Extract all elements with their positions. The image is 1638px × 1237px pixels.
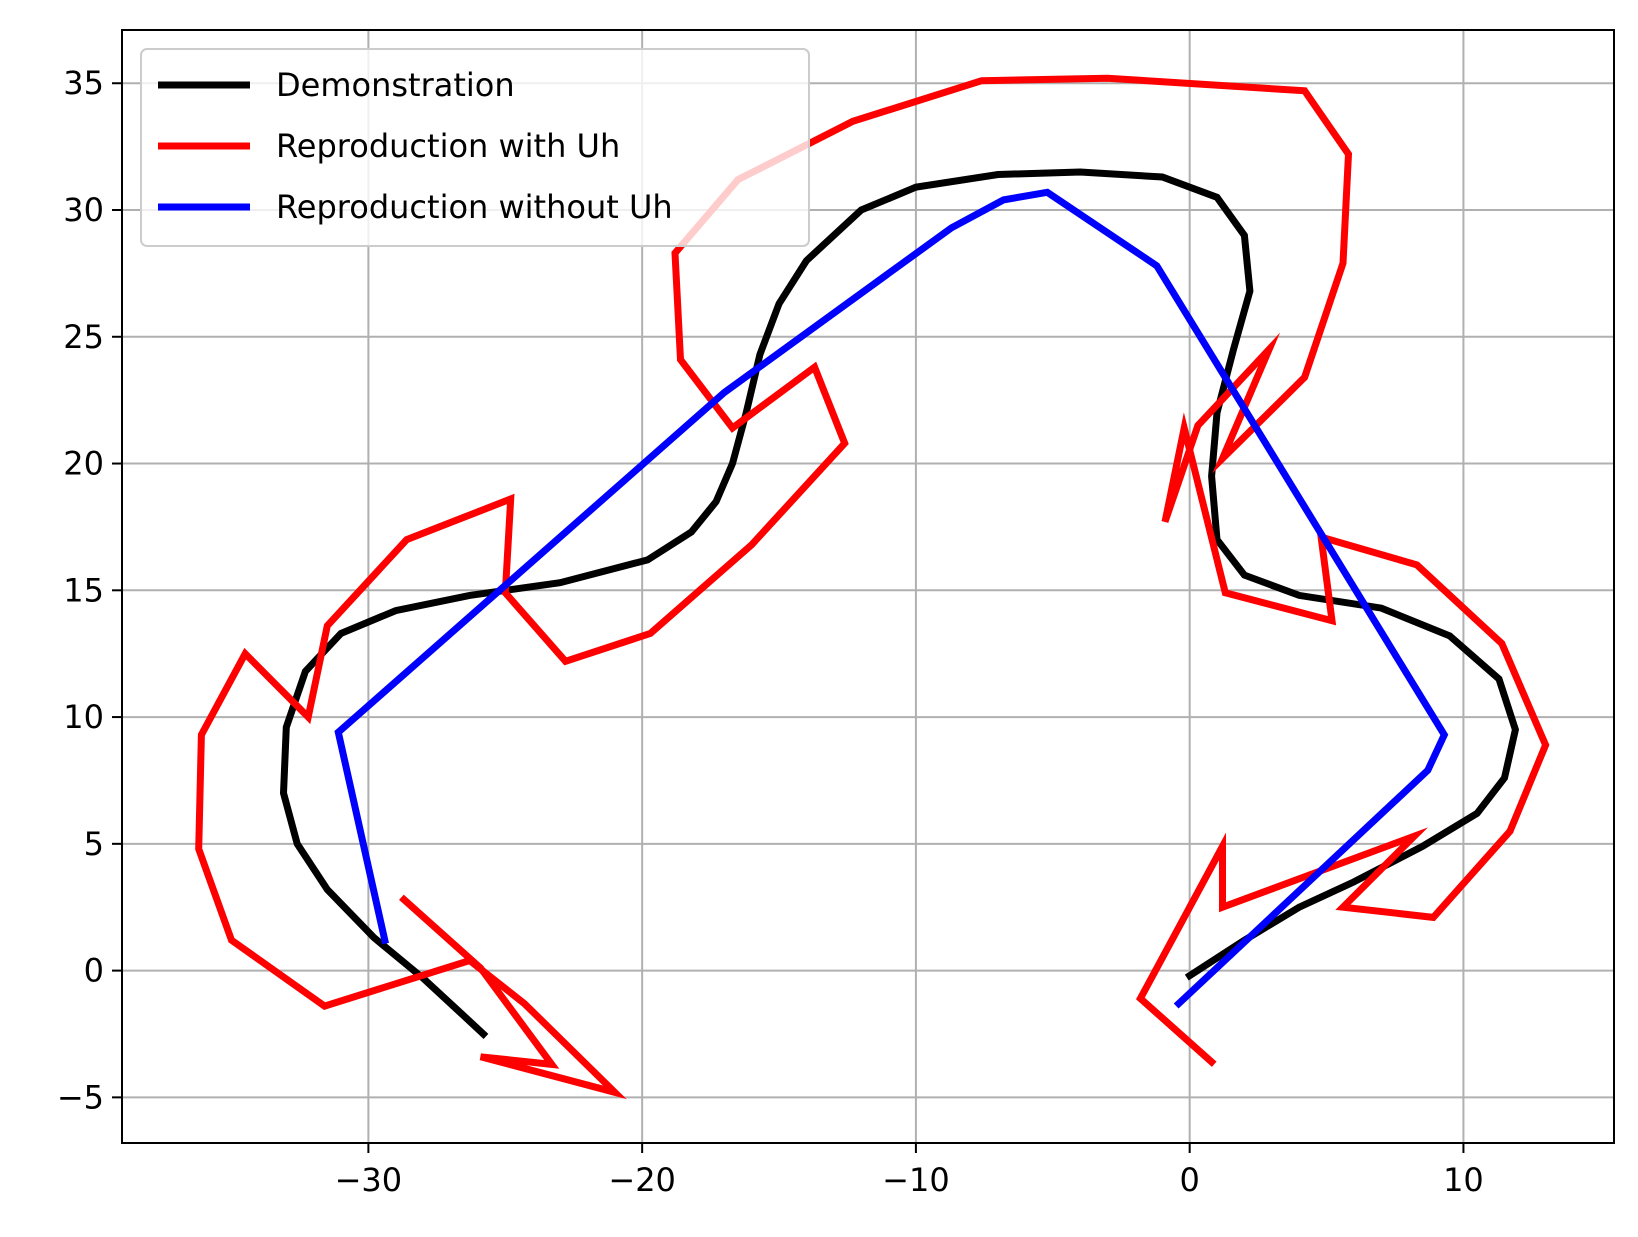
x-tick-label: 10 (1443, 1161, 1484, 1199)
grid-lines (122, 30, 1614, 1143)
legend-label: Reproduction without Uh (276, 188, 673, 226)
x-tick-label: −30 (335, 1161, 403, 1199)
y-tick-label: 35 (63, 64, 104, 102)
legend: Demonstration Reproduction with Uh Reprodu… (140, 48, 810, 247)
series-line-demonstration (279, 168, 1520, 1039)
y-tick-label: 25 (63, 318, 104, 356)
y-tick-label: −5 (57, 1078, 104, 1116)
x-tick-label: −10 (882, 1161, 950, 1199)
y-tick-label: 0 (84, 952, 104, 990)
y-tick-label: 15 (63, 571, 104, 609)
series-line-reproduction-without-uh (334, 188, 1449, 1009)
y-tick-label: 30 (63, 191, 104, 229)
legend-label: Reproduction with Uh (276, 127, 620, 165)
y-tick-label: 10 (63, 698, 104, 736)
axis-ticks: −30 −20 −10 0 10 −5 0 5 10 15 20 25 30 35 (57, 64, 1484, 1199)
x-tick-label: 0 (1179, 1161, 1199, 1199)
plot-frame (121, 29, 1615, 1144)
legend-box (140, 48, 810, 247)
y-tick-label: 20 (63, 445, 104, 483)
y-tick-label: 5 (84, 825, 104, 863)
x-tick-label: −20 (608, 1161, 676, 1199)
legend-label: Demonstration (276, 66, 515, 104)
